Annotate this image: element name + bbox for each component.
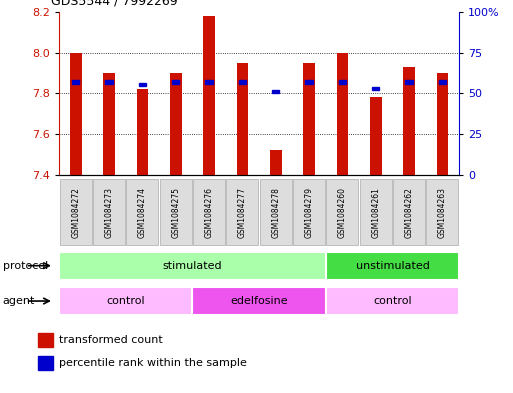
Bar	[239, 81, 246, 84]
Text: GSM1084263: GSM1084263	[438, 187, 447, 238]
Text: GSM1084261: GSM1084261	[371, 187, 380, 238]
Text: GSM1084275: GSM1084275	[171, 187, 180, 238]
Text: control: control	[373, 296, 412, 306]
FancyBboxPatch shape	[93, 180, 125, 245]
Text: unstimulated: unstimulated	[356, 261, 429, 271]
Bar	[372, 86, 380, 90]
Bar	[205, 81, 213, 84]
Text: control: control	[106, 296, 145, 306]
Bar	[72, 81, 80, 84]
Bar	[303, 63, 315, 175]
Text: GSM1084274: GSM1084274	[138, 187, 147, 238]
FancyBboxPatch shape	[226, 180, 259, 245]
Bar	[339, 81, 346, 84]
Bar	[172, 81, 180, 84]
Bar	[170, 73, 182, 175]
Bar	[105, 81, 113, 84]
Bar	[405, 81, 413, 84]
Text: GSM1084273: GSM1084273	[105, 187, 113, 238]
Text: GSM1084278: GSM1084278	[271, 187, 280, 238]
Bar	[403, 67, 415, 175]
Text: GSM1084277: GSM1084277	[238, 187, 247, 238]
Text: GSM1084262: GSM1084262	[405, 187, 413, 238]
Text: GSM1084276: GSM1084276	[205, 187, 213, 238]
FancyBboxPatch shape	[59, 252, 326, 280]
Bar	[37, 356, 52, 369]
Bar	[136, 89, 148, 175]
FancyBboxPatch shape	[160, 180, 192, 245]
Text: percentile rank within the sample: percentile rank within the sample	[59, 358, 247, 368]
FancyBboxPatch shape	[59, 287, 192, 315]
Bar	[270, 151, 282, 175]
Text: agent: agent	[3, 296, 35, 306]
FancyBboxPatch shape	[293, 180, 325, 245]
Text: protocol: protocol	[3, 261, 48, 271]
Bar	[437, 73, 448, 175]
Bar	[103, 73, 115, 175]
Text: edelfosine: edelfosine	[230, 296, 288, 306]
Bar	[37, 332, 52, 347]
Bar	[139, 83, 146, 86]
Bar	[370, 97, 382, 175]
FancyBboxPatch shape	[426, 180, 459, 245]
FancyBboxPatch shape	[193, 180, 225, 245]
FancyBboxPatch shape	[260, 180, 292, 245]
Text: GSM1084260: GSM1084260	[338, 187, 347, 238]
FancyBboxPatch shape	[393, 180, 425, 245]
Bar	[337, 53, 348, 175]
Text: GSM1084279: GSM1084279	[305, 187, 313, 238]
Text: transformed count: transformed count	[59, 335, 163, 345]
FancyBboxPatch shape	[326, 180, 359, 245]
Text: GDS5544 / 7992269: GDS5544 / 7992269	[51, 0, 177, 8]
FancyBboxPatch shape	[326, 287, 459, 315]
Text: GSM1084272: GSM1084272	[71, 187, 80, 238]
Bar	[203, 16, 215, 175]
Bar	[272, 90, 280, 93]
FancyBboxPatch shape	[360, 180, 392, 245]
Bar	[70, 53, 82, 175]
FancyBboxPatch shape	[126, 180, 159, 245]
Bar	[305, 81, 313, 84]
FancyBboxPatch shape	[60, 180, 92, 245]
Bar	[439, 81, 446, 84]
FancyBboxPatch shape	[326, 252, 459, 280]
Bar	[236, 63, 248, 175]
FancyBboxPatch shape	[192, 287, 326, 315]
Text: stimulated: stimulated	[163, 261, 222, 271]
